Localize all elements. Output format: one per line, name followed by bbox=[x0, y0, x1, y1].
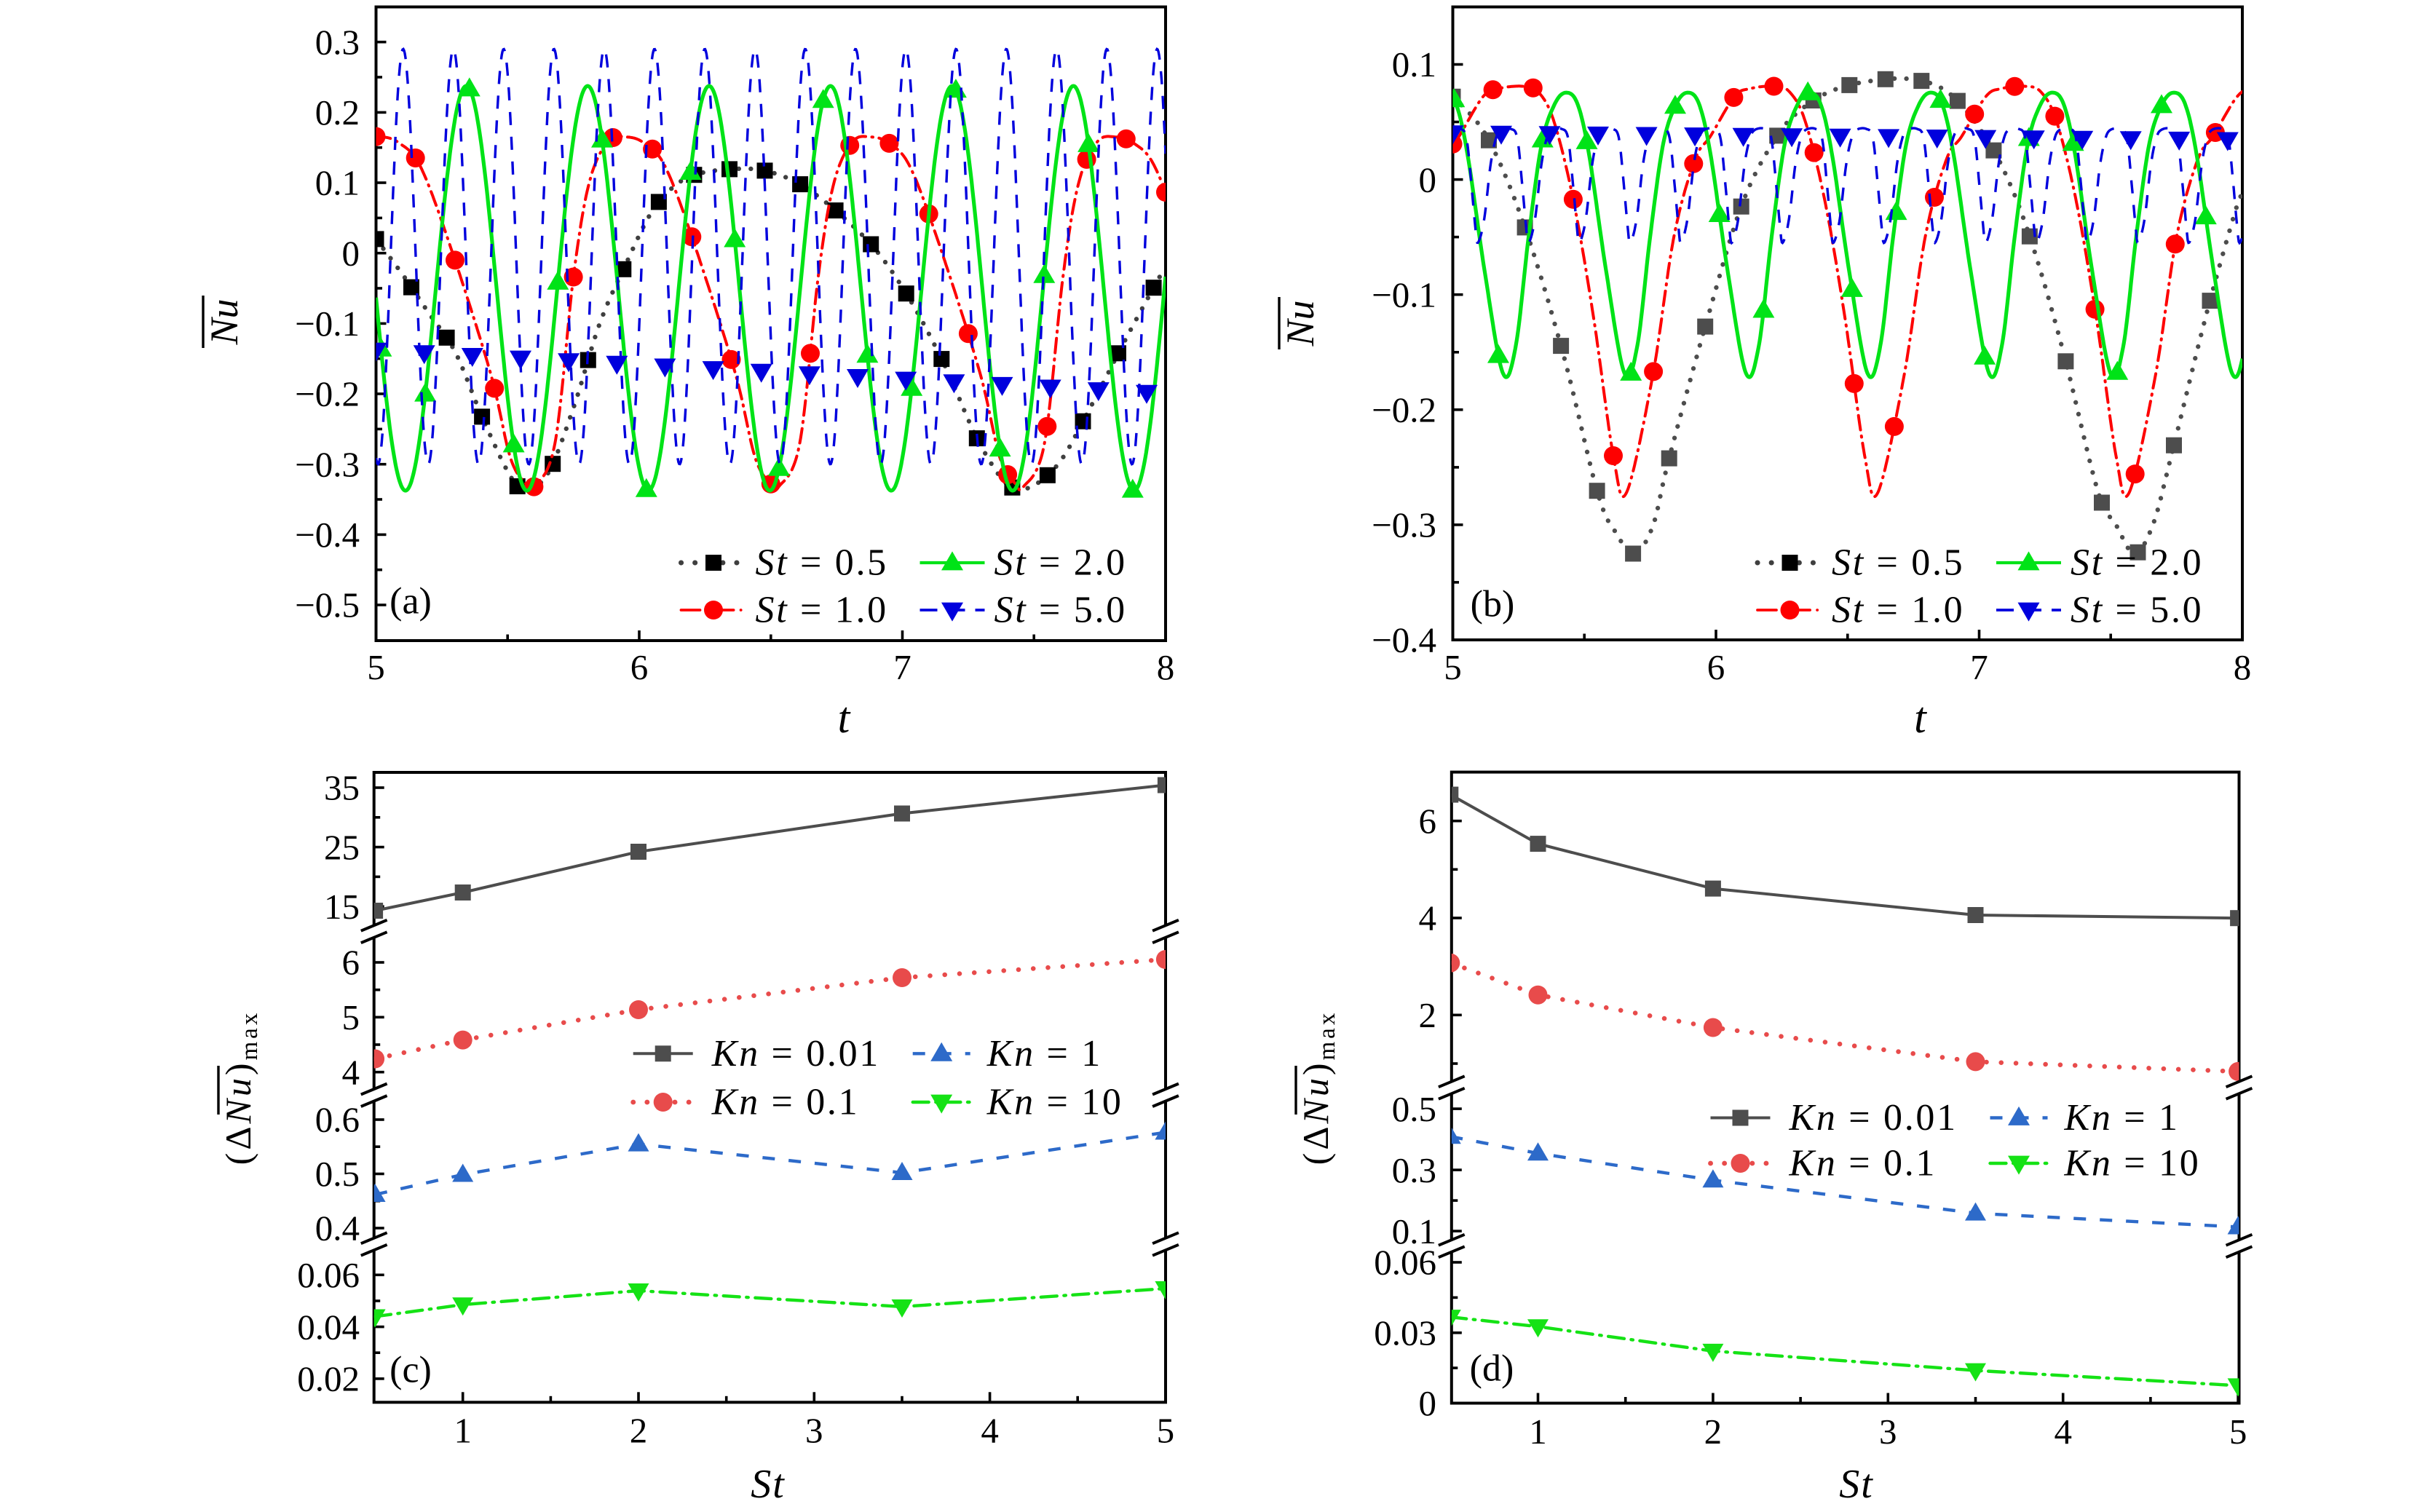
svg-text:0.1: 0.1 bbox=[1392, 44, 1436, 84]
svg-text:15: 15 bbox=[324, 887, 360, 927]
svg-text:6: 6 bbox=[1707, 647, 1725, 687]
svg-text:St = 0.5: St = 0.5 bbox=[1832, 542, 1964, 584]
svg-text:St: St bbox=[751, 1462, 786, 1507]
svg-text:4: 4 bbox=[1419, 898, 1437, 938]
svg-text:−0.2: −0.2 bbox=[1372, 390, 1436, 430]
svg-text:St = 0.5: St = 0.5 bbox=[756, 542, 888, 584]
svg-text:−0.1: −0.1 bbox=[295, 304, 360, 344]
svg-text:4: 4 bbox=[2054, 1412, 2072, 1452]
svg-text:−0.4: −0.4 bbox=[1372, 620, 1436, 660]
svg-text:Nu: Nu bbox=[202, 298, 246, 345]
svg-text:Kn = 10: Kn = 10 bbox=[986, 1082, 1123, 1123]
svg-text:(ΔNu)max: (ΔNu)max bbox=[218, 1010, 263, 1165]
svg-text:35: 35 bbox=[324, 768, 360, 808]
svg-text:5: 5 bbox=[2229, 1412, 2247, 1452]
svg-text:0: 0 bbox=[1419, 159, 1437, 199]
svg-text:0.3: 0.3 bbox=[1392, 1150, 1436, 1190]
svg-text:0.5: 0.5 bbox=[315, 1154, 360, 1194]
svg-text:4: 4 bbox=[342, 1052, 360, 1092]
svg-text:6: 6 bbox=[342, 943, 360, 983]
svg-text:St = 2.0: St = 2.0 bbox=[2071, 542, 2203, 584]
svg-text:0.03: 0.03 bbox=[1374, 1313, 1436, 1353]
svg-text:(b): (b) bbox=[1471, 584, 1515, 625]
svg-text:Kn = 0.01: Kn = 0.01 bbox=[711, 1033, 880, 1074]
svg-text:Kn = 0.1: Kn = 0.1 bbox=[711, 1082, 860, 1123]
svg-text:St = 5.0: St = 5.0 bbox=[2071, 590, 2203, 631]
svg-text:5: 5 bbox=[367, 647, 385, 687]
svg-text:Kn = 10: Kn = 10 bbox=[2064, 1143, 2201, 1184]
svg-text:4: 4 bbox=[981, 1411, 999, 1451]
svg-text:5: 5 bbox=[1157, 1411, 1175, 1451]
svg-text:7: 7 bbox=[1970, 647, 1988, 687]
svg-text:0.6: 0.6 bbox=[315, 1100, 360, 1140]
svg-text:6: 6 bbox=[630, 647, 649, 687]
svg-text:St = 5.0: St = 5.0 bbox=[994, 590, 1127, 631]
svg-text:−0.5: −0.5 bbox=[295, 585, 360, 625]
svg-text:(c): (c) bbox=[389, 1349, 432, 1390]
svg-text:6: 6 bbox=[1419, 801, 1437, 841]
svg-text:0: 0 bbox=[1419, 1383, 1437, 1423]
svg-text:0: 0 bbox=[342, 233, 360, 273]
svg-text:3: 3 bbox=[1879, 1412, 1897, 1452]
svg-text:St = 1.0: St = 1.0 bbox=[756, 590, 888, 631]
svg-text:8: 8 bbox=[1157, 647, 1175, 687]
svg-text:−0.3: −0.3 bbox=[295, 444, 360, 484]
svg-text:0.06: 0.06 bbox=[1374, 1243, 1436, 1283]
svg-text:Kn = 1: Kn = 1 bbox=[986, 1033, 1102, 1074]
svg-text:7: 7 bbox=[893, 647, 911, 687]
svg-text:3: 3 bbox=[805, 1411, 823, 1451]
svg-text:−0.3: −0.3 bbox=[1372, 505, 1436, 545]
svg-text:−0.2: −0.2 bbox=[295, 374, 360, 414]
svg-text:t: t bbox=[838, 694, 851, 742]
svg-text:−0.1: −0.1 bbox=[1372, 274, 1436, 314]
svg-text:0.3: 0.3 bbox=[315, 22, 360, 62]
svg-text:St: St bbox=[1839, 1462, 1874, 1507]
svg-text:t: t bbox=[1914, 694, 1927, 742]
svg-text:Kn = 0.01: Kn = 0.01 bbox=[1789, 1097, 1958, 1139]
svg-text:(a): (a) bbox=[389, 581, 432, 622]
svg-text:5: 5 bbox=[342, 997, 360, 1037]
svg-text:0.4: 0.4 bbox=[315, 1208, 360, 1248]
svg-text:1: 1 bbox=[454, 1411, 472, 1451]
svg-text:St = 2.0: St = 2.0 bbox=[994, 542, 1127, 584]
svg-text:Kn = 1: Kn = 1 bbox=[2064, 1097, 2180, 1139]
svg-text:Kn = 0.1: Kn = 0.1 bbox=[1789, 1143, 1937, 1184]
svg-text:2: 2 bbox=[1704, 1412, 1723, 1452]
svg-text:0.1: 0.1 bbox=[315, 163, 360, 203]
svg-text:Nu: Nu bbox=[1278, 300, 1322, 347]
svg-text:0.04: 0.04 bbox=[297, 1307, 360, 1347]
svg-text:−0.4: −0.4 bbox=[295, 515, 360, 555]
svg-text:0.1: 0.1 bbox=[1392, 1211, 1436, 1251]
svg-text:2: 2 bbox=[1419, 995, 1437, 1035]
svg-text:0.06: 0.06 bbox=[297, 1255, 360, 1295]
svg-text:2: 2 bbox=[630, 1411, 648, 1451]
svg-text:5: 5 bbox=[1444, 647, 1462, 687]
svg-text:1: 1 bbox=[1529, 1412, 1547, 1452]
svg-text:0.02: 0.02 bbox=[297, 1359, 360, 1399]
svg-text:St = 1.0: St = 1.0 bbox=[1832, 590, 1964, 631]
svg-text:8: 8 bbox=[2234, 647, 2252, 687]
svg-text:(d): (d) bbox=[1470, 1348, 1514, 1390]
svg-text:25: 25 bbox=[324, 827, 360, 867]
svg-text:0.5: 0.5 bbox=[1392, 1089, 1436, 1129]
svg-text:0.2: 0.2 bbox=[315, 92, 360, 132]
